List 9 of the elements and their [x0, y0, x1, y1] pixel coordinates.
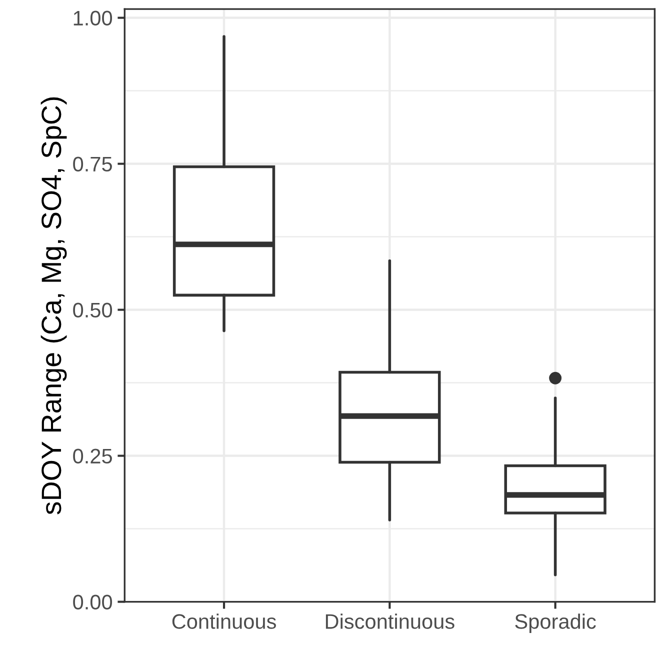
x-tick-label: Discontinuous: [326, 614, 454, 629]
y-tick-label: 0.75: [73, 156, 112, 172]
y-tick-label: 0.50: [73, 302, 112, 318]
y-tick-label: 1.00: [74, 10, 112, 26]
x-tick-label: Continuous: [172, 614, 276, 629]
y-tick-label: 0.00: [73, 594, 112, 610]
y-axis-title: sDOY Range (Ca, Mg, SO4, SpC): [40, 97, 67, 514]
y-tick-label: 0.25: [73, 448, 112, 464]
x-tick-label: Sporadic: [515, 614, 596, 634]
